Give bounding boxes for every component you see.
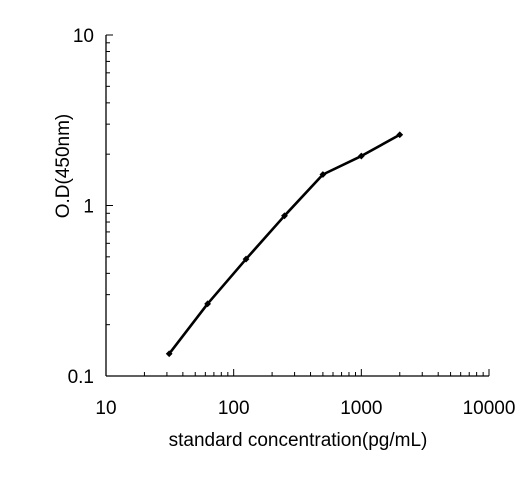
y-axis-title: O.D(450nm) [53, 114, 74, 219]
x-tick-label: 10000 [463, 398, 516, 419]
y-tick-label: 1 [83, 197, 94, 218]
y-tick-labels: 0.1 1 10 [68, 26, 94, 388]
x-axis-title: standard concentration(pg/mL) [169, 430, 428, 451]
data-point [319, 171, 327, 178]
y-axis-ticks [106, 34, 113, 377]
x-tick-labels: 10 100 1000 10000 [95, 398, 515, 419]
x-tick-label: 100 [218, 398, 250, 419]
axes [105, 34, 490, 377]
y-tick-label: 10 [73, 26, 94, 47]
x-tick-label: 1000 [340, 398, 382, 419]
data-point [204, 300, 212, 308]
series-line [168, 133, 401, 355]
data-point [165, 350, 173, 358]
data-point [357, 152, 365, 160]
x-tick-label: 10 [95, 398, 116, 419]
x-axis-ticks [105, 369, 490, 376]
y-tick-label: 0.1 [68, 367, 94, 388]
data-point [281, 212, 288, 220]
plot-area [165, 131, 404, 358]
data-point [396, 131, 404, 139]
data-point [242, 255, 250, 263]
